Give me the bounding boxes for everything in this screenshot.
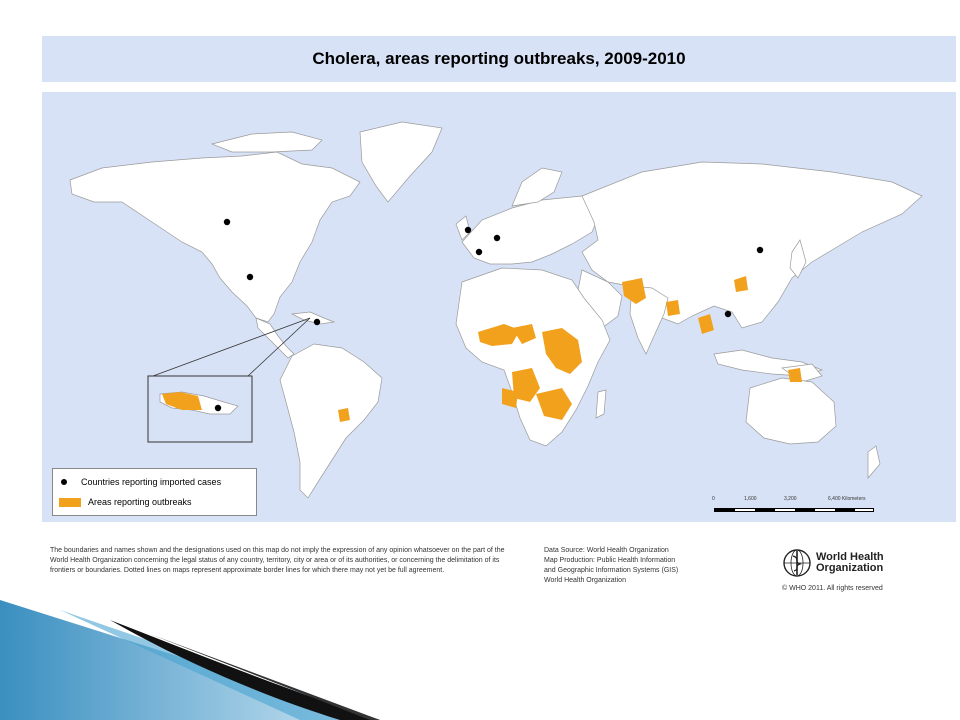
outbreak-myanmar (698, 314, 714, 334)
outbreak-west-africa (478, 324, 520, 346)
australia (745, 377, 837, 445)
source-line: Data Source: World Health Organization (544, 547, 669, 554)
new-zealand (867, 445, 881, 479)
scale-tick: 3,200 (784, 496, 797, 502)
south-america (279, 343, 383, 499)
legend-imported-label: Countries reporting imported cases (81, 477, 222, 487)
africa (455, 267, 611, 447)
outbreak-east-africa (542, 328, 582, 374)
asia (581, 161, 923, 329)
legend-outbreak-label: Areas reporting outbreaks (88, 497, 192, 507)
outbreak-angola (502, 388, 518, 408)
dot-icon (61, 479, 67, 485)
swatch-icon (59, 497, 81, 507)
outbreak-nigeria (512, 324, 536, 344)
legend-outbreak: Areas reporting outbreaks (59, 497, 192, 507)
outbreak-china (734, 276, 748, 292)
outbreak-india (622, 278, 646, 304)
disclaimer-text: The boundaries and names shown and the d… (50, 547, 505, 574)
who-emblem-icon (783, 549, 811, 577)
map-legend: Countries reporting imported cases Areas… (52, 468, 257, 516)
madagascar (595, 389, 607, 419)
source-line: World Health Organization (544, 577, 626, 584)
imported-case-markers (214, 218, 764, 412)
map-title: Cholera, areas reporting outbreaks, 2009… (312, 49, 686, 68)
india (629, 285, 669, 355)
who-logo: World Health Organization (782, 546, 902, 580)
outbreak-central-africa (512, 368, 540, 402)
outbreak-png (788, 368, 802, 382)
world-map (42, 92, 956, 522)
outbreak-bangladesh (666, 300, 680, 316)
outbreak-southern-africa (536, 388, 572, 420)
north-america (69, 151, 361, 323)
japan (789, 239, 807, 279)
greenland (359, 121, 443, 203)
scale-tick: 6,400 Kilometers (828, 496, 866, 502)
copyright: © WHO 2011. All rights reserved (782, 585, 883, 592)
source-line: and Geographic Information Systems (GIS) (544, 567, 679, 574)
scandinavia (511, 167, 563, 207)
data-source: Data Source: World Health Organization M… (544, 546, 734, 586)
arctic-islands (210, 131, 323, 153)
source-line: Map Production: Public Health Informatio… (544, 557, 676, 564)
slide-decoration (0, 600, 380, 720)
outbreak-areas (338, 276, 802, 422)
who-line2: Organization (816, 562, 884, 574)
outbreak-bolivia (338, 408, 350, 422)
central-america (255, 317, 295, 359)
scale-line (714, 508, 874, 512)
map-svg (69, 121, 923, 499)
legend-imported: Countries reporting imported cases (59, 477, 221, 487)
map-title-bar: Cholera, areas reporting outbreaks, 2009… (42, 36, 956, 82)
scale-tick: 1,600 (744, 496, 757, 502)
scale-bar: 0 1,600 3,200 6,400 Kilometers (710, 496, 880, 518)
scale-tick: 0 (712, 496, 715, 502)
europe (461, 195, 603, 265)
who-line1: World Health (816, 551, 884, 563)
